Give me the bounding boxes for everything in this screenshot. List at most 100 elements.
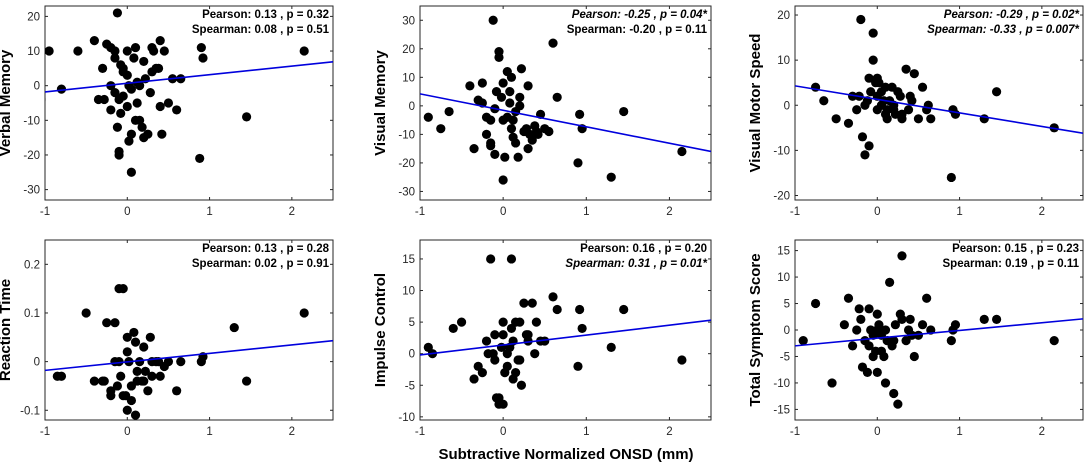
data-point (155, 36, 165, 46)
data-point (122, 405, 132, 415)
pearson-stat: Pearson: 0.16 , p = 0.20 (580, 243, 707, 255)
x-tick-label: 0 (874, 426, 880, 438)
data-point (102, 318, 112, 328)
data-point (854, 304, 864, 314)
y-tick-label: 30 (402, 15, 415, 27)
pearson-stat: Pearson: -0.29 , p = 0.02* (944, 9, 1080, 21)
y-tick-label: -20 (773, 190, 790, 202)
data-point (118, 67, 128, 77)
data-point (163, 98, 174, 108)
data-point (488, 15, 498, 25)
data-point (852, 325, 862, 335)
data-point (860, 100, 870, 110)
data-point (619, 106, 629, 117)
data-point (145, 88, 155, 98)
data-point (1049, 335, 1059, 346)
data-point (827, 378, 837, 388)
scatter-points (810, 14, 1059, 183)
y-tick-label: -30 (23, 185, 40, 197)
data-point (909, 69, 919, 79)
data-point (839, 320, 849, 330)
data-point (155, 371, 165, 381)
data-point (871, 78, 881, 88)
data-point (172, 386, 182, 396)
data-point (831, 114, 841, 124)
data-point (477, 78, 487, 88)
data-point (130, 337, 141, 347)
data-point (515, 101, 525, 111)
data-point (114, 150, 124, 160)
axes-box (44, 5, 334, 201)
axes-box (44, 239, 334, 421)
data-point (110, 46, 120, 56)
panel-reaction-time: -1 0 1 2 -0.1 0 0.1 0.2 Reaction Time Pearson: 0.… (0, 239, 334, 438)
data-point (848, 341, 858, 351)
spearman-stat: Spearman: 0.02 , p = 0.91 (192, 258, 330, 270)
data-point (519, 298, 529, 308)
data-point (979, 114, 989, 124)
y-tick-label: -5 (780, 351, 790, 363)
data-point (149, 46, 159, 56)
data-point (126, 167, 136, 177)
data-point (515, 92, 525, 102)
y-tick-label: 10 (402, 72, 415, 84)
y-tick-label: 0 (784, 100, 790, 112)
data-point (110, 53, 120, 63)
y-tick-label: 5 (409, 317, 415, 329)
data-point (498, 399, 508, 409)
data-point (922, 293, 932, 303)
y-tick-label: -10 (773, 378, 790, 390)
scatter-points (45, 8, 309, 177)
data-point (895, 309, 905, 319)
data-point (880, 82, 891, 92)
y-axis-label: Visual Memory (372, 50, 389, 156)
data-point (505, 86, 515, 97)
data-point (506, 124, 517, 134)
y-axis-label: Verbal Memory (0, 49, 14, 156)
data-point (147, 371, 157, 381)
y-tick-label: 10 (402, 286, 415, 298)
data-point (99, 376, 109, 386)
data-point (145, 332, 155, 342)
data-point (106, 391, 116, 401)
regression-line (795, 318, 1083, 347)
data-point (909, 351, 919, 362)
data-point (163, 357, 174, 367)
data-point (176, 357, 186, 367)
data-point (525, 129, 535, 139)
data-point (198, 53, 208, 63)
y-tick-label: 5 (784, 299, 790, 311)
data-point (819, 96, 829, 106)
data-point (143, 386, 153, 396)
data-point (135, 115, 145, 125)
data-point (121, 391, 131, 401)
data-point (176, 74, 186, 84)
data-point (573, 158, 583, 168)
data-point (575, 304, 585, 315)
y-tick-label: -30 (398, 186, 415, 198)
data-point (89, 376, 99, 386)
data-point (903, 105, 914, 115)
data-point (905, 314, 915, 325)
data-point (490, 149, 500, 159)
x-tick-label: 1 (583, 206, 589, 218)
y-tick-label: -10 (398, 412, 415, 424)
data-point (299, 308, 309, 318)
data-point (887, 341, 897, 351)
y-tick-label: 10 (777, 55, 790, 67)
data-point (159, 46, 169, 56)
data-point (864, 73, 874, 83)
data-point (500, 152, 510, 162)
data-point (868, 28, 878, 38)
data-point (486, 254, 496, 264)
data-point (126, 129, 136, 139)
data-point (880, 378, 891, 388)
data-point (299, 46, 309, 56)
x-tick-label: 1 (206, 206, 212, 218)
y-tick-label: 10 (777, 272, 790, 284)
data-point (871, 346, 881, 356)
